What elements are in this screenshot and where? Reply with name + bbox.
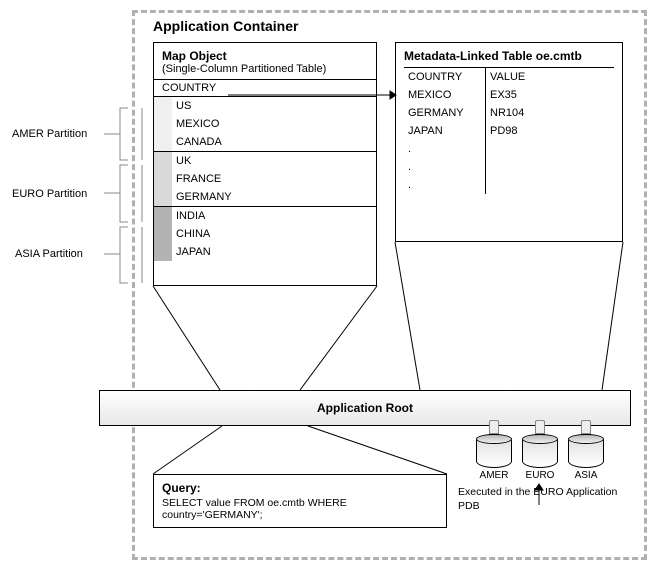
euro-db: EURO bbox=[522, 420, 558, 481]
asia-partition-bar bbox=[154, 207, 172, 261]
euro-db-label: EURO bbox=[526, 468, 555, 481]
metadata-row: JAPANPD98 bbox=[404, 122, 614, 140]
metadata-linked-box: Metadata-Linked Table oe.cmtb COUNTRY VA… bbox=[395, 42, 623, 242]
metadata-title: Metadata-Linked Table oe.cmtb bbox=[396, 43, 622, 67]
db-cylinder-icon bbox=[476, 434, 512, 468]
metadata-row: GERMANYNR104 bbox=[404, 104, 614, 122]
asia-db-label: ASIA bbox=[575, 468, 598, 481]
amer-partition: US MEXICO CANADA bbox=[154, 96, 376, 151]
map-object-box: Map Object (Single-Column Partitioned Ta… bbox=[153, 42, 377, 286]
metadata-row: MEXICOEX35 bbox=[404, 86, 614, 104]
amer-db-label: AMER bbox=[480, 468, 509, 481]
metadata-row: . bbox=[404, 176, 614, 194]
map-row: CHINA bbox=[172, 225, 376, 243]
db-plug-icon bbox=[535, 420, 545, 434]
metadata-row: . bbox=[404, 140, 614, 158]
metadata-col-country: COUNTRY bbox=[404, 68, 486, 86]
amer-db: AMER bbox=[476, 420, 512, 481]
db-cylinder-icon bbox=[522, 434, 558, 468]
map-row: JAPAN bbox=[172, 243, 376, 261]
euro-partition-label: EURO Partition bbox=[12, 188, 87, 200]
query-box: Query: SELECT value FROM oe.cmtb WHERE c… bbox=[153, 474, 447, 528]
map-row: CANADA bbox=[172, 133, 376, 151]
db-cylinder-icon bbox=[568, 434, 604, 468]
map-row: FRANCE bbox=[172, 170, 376, 188]
db-plug-icon bbox=[581, 420, 591, 434]
application-root-label: Application Root bbox=[317, 401, 413, 415]
db-plug-icon bbox=[489, 420, 499, 434]
asia-partition: INDIA CHINA JAPAN bbox=[154, 206, 376, 261]
query-sql: SELECT value FROM oe.cmtb WHERE country=… bbox=[162, 495, 438, 521]
query-title: Query: bbox=[162, 481, 438, 495]
asia-db: ASIA bbox=[568, 420, 604, 481]
map-object-subtitle: (Single-Column Partitioned Table) bbox=[154, 63, 376, 79]
asia-partition-label: ASIA Partition bbox=[15, 248, 83, 260]
metadata-row: . bbox=[404, 158, 614, 176]
metadata-header: COUNTRY VALUE bbox=[404, 67, 614, 86]
metadata-col-value: VALUE bbox=[486, 68, 614, 86]
map-object-title: Map Object bbox=[154, 43, 376, 63]
amer-partition-bar bbox=[154, 97, 172, 151]
map-row: MEXICO bbox=[172, 115, 376, 133]
map-row: UK bbox=[172, 152, 376, 170]
euro-partition: UK FRANCE GERMANY bbox=[154, 151, 376, 206]
amer-partition-label: AMER Partition bbox=[12, 128, 87, 140]
map-row: GERMANY bbox=[172, 188, 376, 206]
application-container-title: Application Container bbox=[153, 18, 298, 34]
euro-partition-bar bbox=[154, 152, 172, 206]
map-country-header: COUNTRY bbox=[154, 79, 376, 96]
map-row: US bbox=[172, 97, 376, 115]
map-row: INDIA bbox=[172, 207, 376, 225]
executed-note: Executed in the EURO Application PDB bbox=[458, 486, 630, 513]
